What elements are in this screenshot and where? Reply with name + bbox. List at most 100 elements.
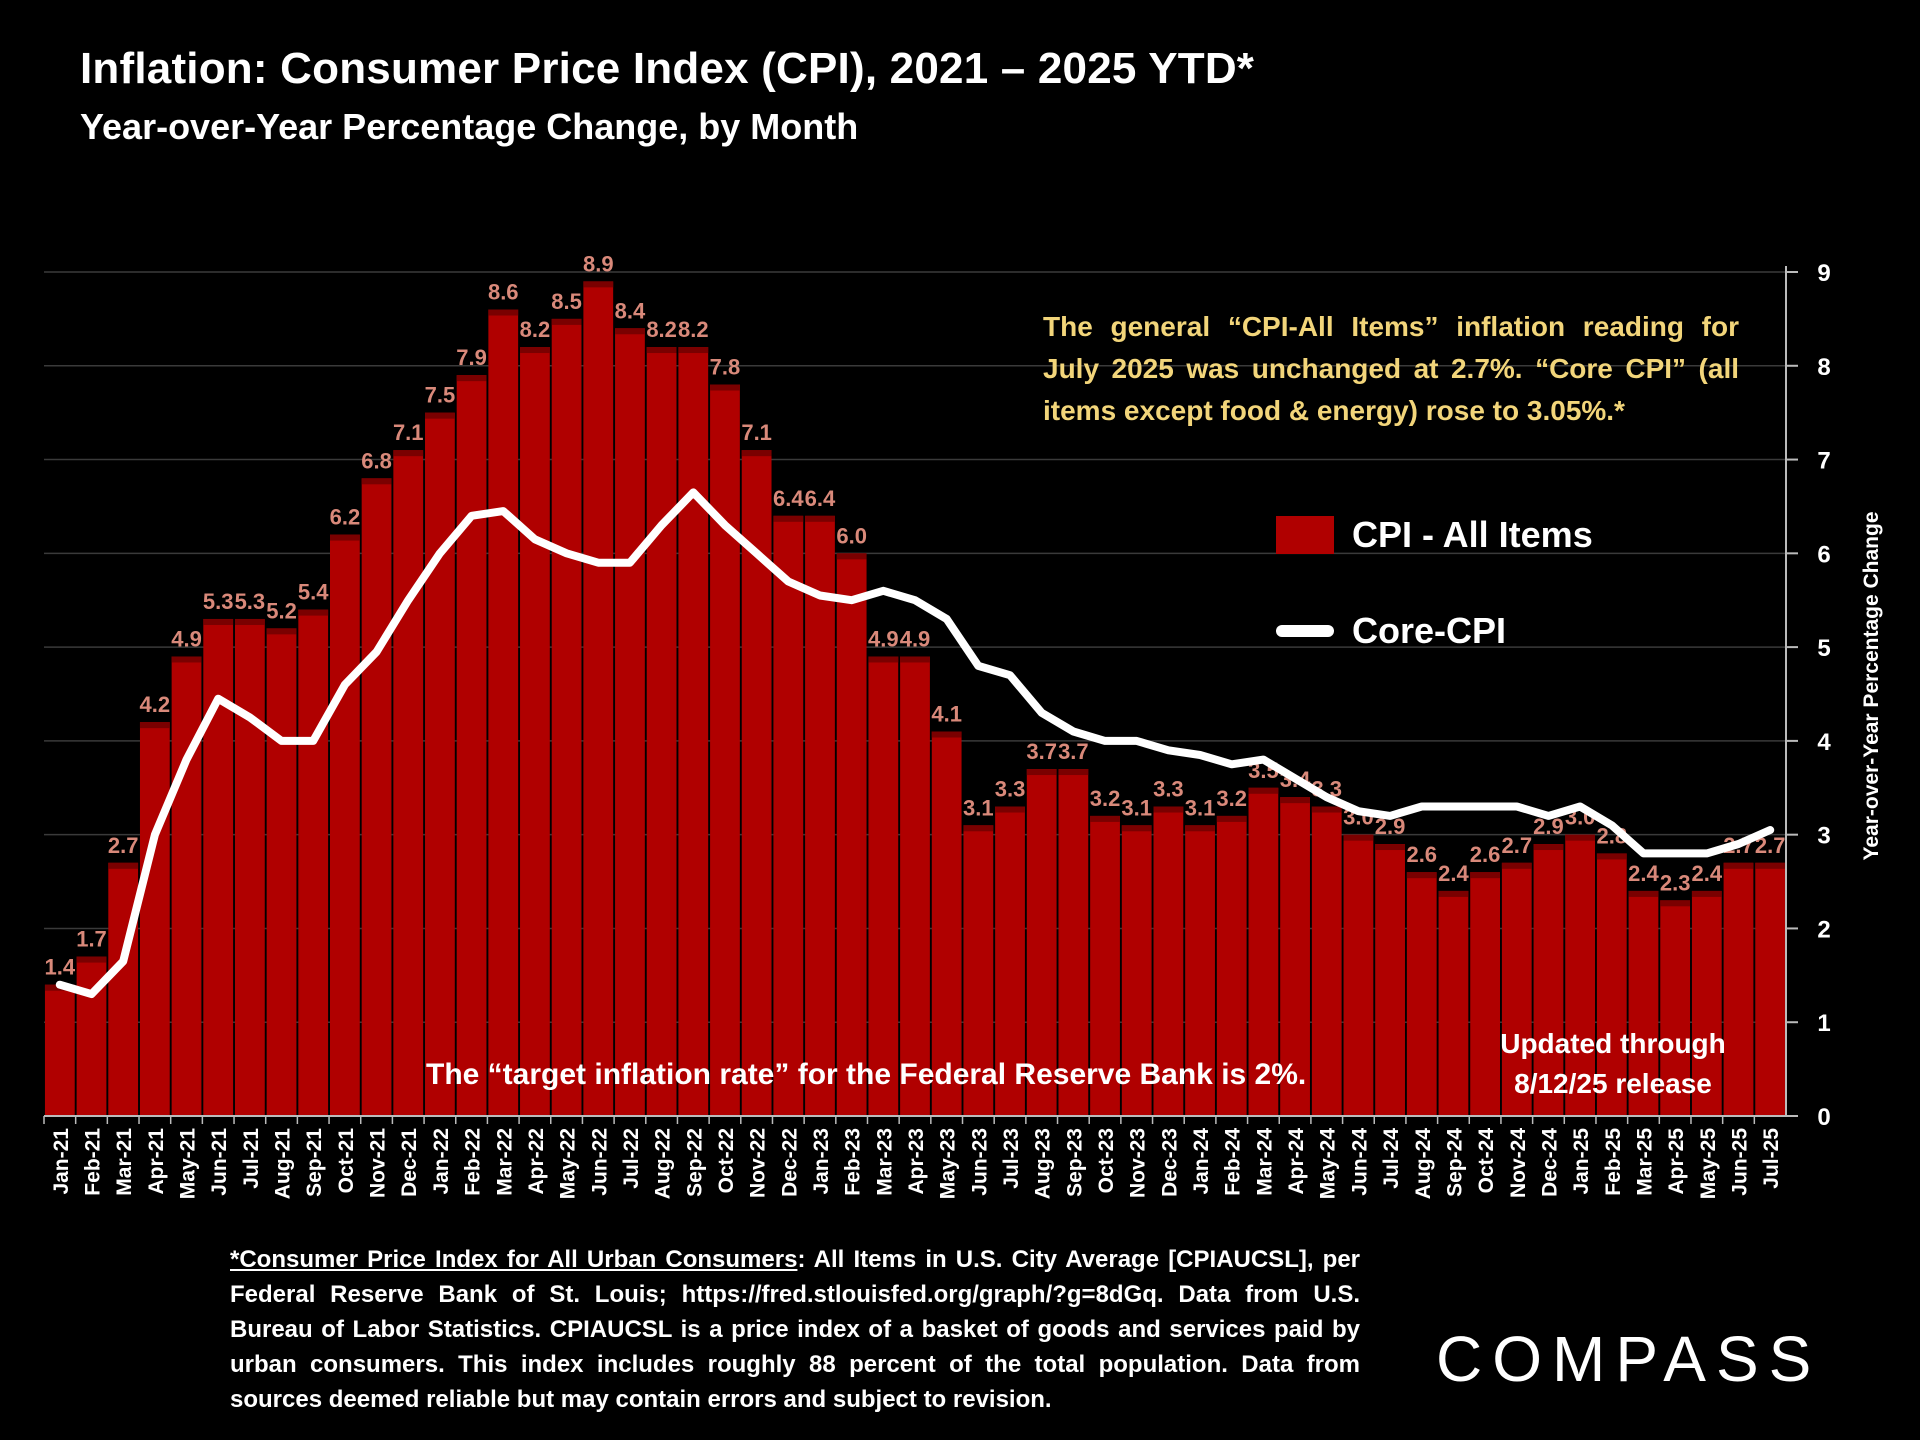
bar [488, 309, 519, 1116]
bar-cap [330, 534, 360, 541]
x-tick-label: Oct-24 [1475, 1128, 1498, 1194]
x-tick-label: Aug-22 [652, 1128, 675, 1199]
bar-cap [520, 347, 550, 354]
bar-cap [551, 318, 582, 325]
bar-label: 4.1 [931, 702, 962, 727]
x-tick-label: Dec-22 [778, 1128, 801, 1197]
x-tick-label: Jun-22 [588, 1128, 611, 1196]
bar-cap [741, 450, 772, 457]
x-tick-label: Jul-25 [1760, 1128, 1783, 1189]
x-tick-label: Aug-23 [1032, 1128, 1055, 1199]
bar-cap [266, 628, 297, 635]
bar-cap [1628, 890, 1659, 897]
bar-cap [393, 450, 424, 457]
bar-cap [1216, 815, 1247, 822]
bar [108, 862, 139, 1116]
bars [44, 281, 1786, 1117]
x-tick-label: Sep-24 [1443, 1128, 1466, 1197]
x-tick-label: Jan-21 [50, 1128, 73, 1195]
bar [995, 806, 1025, 1116]
bar [330, 534, 360, 1116]
bar [1311, 806, 1342, 1116]
x-tick-label: Dec-21 [398, 1128, 421, 1197]
x-tick-label: Apr-23 [905, 1128, 928, 1195]
y-axis-label: Year-over-Year Percentage Change [1860, 511, 1883, 860]
bar-cap [1565, 834, 1596, 841]
bar [1628, 890, 1659, 1116]
bar-cap [76, 956, 107, 963]
bar-label: 3.1 [1121, 795, 1152, 820]
bar-label: 3.2 [1090, 786, 1121, 811]
x-tick-label: Sep-22 [683, 1128, 706, 1197]
bar [361, 478, 392, 1116]
bar-label: 4.9 [171, 626, 202, 651]
bar-label: 3.3 [1153, 777, 1184, 802]
legend-label-cpi: CPI - All Items [1352, 514, 1593, 555]
bar-cap [1596, 853, 1627, 860]
bar [678, 347, 709, 1116]
x-tick-label: Sep-21 [303, 1128, 326, 1197]
bar [1090, 815, 1120, 1116]
x-tick-label: Mar-23 [873, 1128, 896, 1196]
bar-label: 2.4 [1692, 861, 1723, 886]
bar-label: 3.7 [1026, 739, 1057, 764]
x-tick-label: May-24 [1317, 1128, 1340, 1200]
x-tick-label: May-22 [557, 1128, 580, 1199]
bar [900, 656, 930, 1116]
bar [1660, 900, 1691, 1116]
bar-cap [203, 618, 234, 625]
bar [520, 347, 550, 1116]
bar [266, 628, 297, 1116]
bar-label: 8.2 [678, 317, 709, 342]
x-tick-label: May-25 [1697, 1128, 1720, 1200]
x-tick-label: Jan-23 [810, 1128, 833, 1195]
bar-cap [139, 722, 170, 729]
bar [1216, 815, 1247, 1116]
x-tick-label: Apr-24 [1285, 1128, 1308, 1195]
bar [425, 412, 455, 1117]
bar-label: 5.3 [203, 589, 234, 614]
bar [1375, 844, 1405, 1116]
y-tick-label: 1 [1817, 1010, 1830, 1037]
bar-label: 1.4 [45, 955, 76, 980]
bar-cap [1438, 890, 1469, 897]
x-tick-labels: Jan-21 Feb-21 Mar-21 Apr-21 May-21 Jun-21 Jul-… [50, 1128, 1783, 1200]
bar-label: 4.2 [140, 692, 171, 717]
bar-cap [868, 656, 899, 663]
legend: CPI - All Items Core-CPI [1276, 505, 1593, 697]
x-tick-label: Feb-25 [1602, 1128, 1625, 1196]
bar [1185, 825, 1215, 1116]
bar-cap [1280, 797, 1310, 804]
bar [551, 318, 582, 1116]
bar-label: 6.4 [805, 486, 836, 511]
footnote-lead: *Consumer Price Index for All Urban Cons… [230, 1246, 798, 1273]
bar [171, 656, 202, 1116]
bar-label: 2.6 [1406, 842, 1437, 867]
x-tick-label: Jun-25 [1728, 1128, 1751, 1196]
y-tick-label: 0 [1817, 1104, 1830, 1131]
x-tick-label: Nov-23 [1127, 1128, 1150, 1198]
chart-title: Inflation: Consumer Price Index (CPI), 2… [80, 44, 1255, 93]
bar-label: 7.5 [425, 383, 456, 408]
bar-label: 5.2 [266, 598, 297, 623]
bar [1280, 797, 1310, 1116]
bar-label: 5.4 [298, 580, 329, 605]
bar-cap [234, 618, 265, 625]
updated-line-2: 8/12/25 release [1514, 1068, 1712, 1099]
bar [1406, 872, 1437, 1116]
compass-logo: COMPASS [1436, 1323, 1822, 1395]
bar-label: 6.4 [773, 486, 804, 511]
bar-label: 6.8 [361, 448, 392, 473]
bar-label: 8.9 [583, 251, 614, 276]
x-tick-label: Aug-21 [272, 1128, 295, 1199]
bar-label: 7.9 [456, 345, 487, 370]
y-tick-label: 2 [1817, 916, 1830, 943]
bar-cap [1185, 825, 1215, 832]
bar-label: 6.2 [330, 505, 361, 530]
bar [234, 618, 265, 1116]
bar-label: 3.2 [1216, 786, 1247, 811]
bar-label: 2.4 [1438, 861, 1469, 886]
bar-label: 8.5 [551, 289, 582, 314]
x-tick-label: Oct-21 [335, 1128, 358, 1194]
bar-label: 7.1 [741, 420, 772, 445]
